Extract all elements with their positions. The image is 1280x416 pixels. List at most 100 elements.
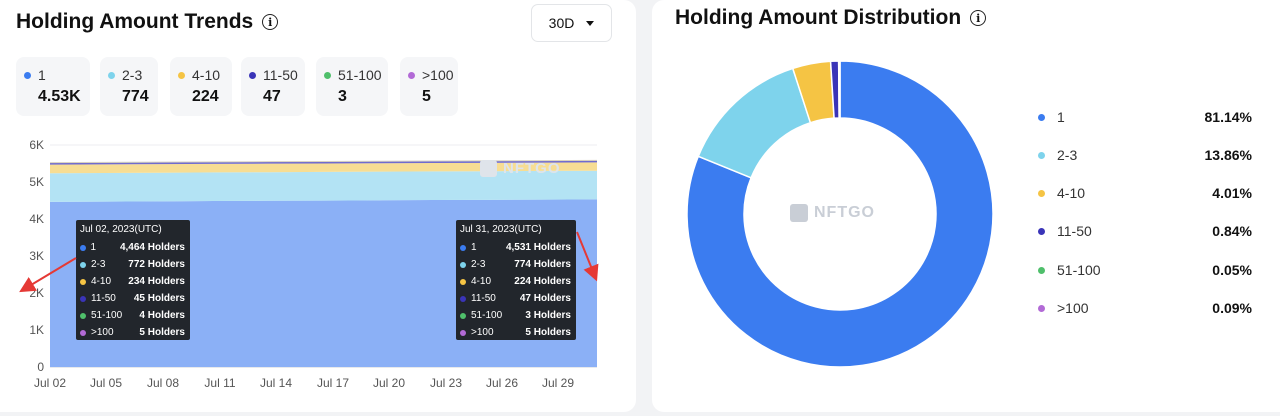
legend-item[interactable]: 2-3 13.86% xyxy=(1038,145,1252,165)
chip-over-100[interactable]: >100 5 xyxy=(400,57,458,116)
tooltip-date: Jul 31, 2023(UTC) xyxy=(460,224,542,235)
x-tick-label: Jul 20 xyxy=(373,376,405,390)
area-series-4-10 xyxy=(50,162,597,174)
chip-label: >100 xyxy=(422,67,454,83)
legend-item[interactable]: >100 0.09% xyxy=(1038,298,1252,318)
x-tick-label: Jul 14 xyxy=(260,376,292,390)
chip-51-100[interactable]: 51-100 3 xyxy=(316,57,388,116)
chip-4-10[interactable]: 4-10 224 xyxy=(170,57,232,116)
watermark-text: NFTGO xyxy=(814,204,875,221)
tooltip-label: 4-10 xyxy=(471,276,492,287)
trends-title-text: Holding Amount Trends xyxy=(16,10,254,33)
tooltip-label: 11-50 xyxy=(471,293,496,304)
chip-value: 47 xyxy=(263,88,281,105)
tooltip-row: 1 4,531 Holders xyxy=(460,239,571,256)
tooltip-label: 51-100 xyxy=(91,310,123,321)
tooltip-value: 5 Holders xyxy=(139,327,185,338)
tooltip-value: 5 Holders xyxy=(525,327,571,338)
chip-1[interactable]: 1 4.53K xyxy=(16,57,90,116)
tooltip-label: 1 xyxy=(90,242,97,253)
legend-dot xyxy=(1038,151,1045,159)
trends-title: Holding Amount Trends i xyxy=(16,10,279,34)
tooltip-jul-31: Jul 31, 2023(UTC) 1 4,531 Holders 2-3 774 Ho… xyxy=(456,220,576,340)
legend-item[interactable]: 51-100 0.05% xyxy=(1038,260,1252,280)
info-icon[interactable]: i xyxy=(262,14,279,30)
trends-watermark: NFTGO xyxy=(480,160,561,177)
chip-label: 11-50 xyxy=(263,67,298,83)
chip-value: 774 xyxy=(122,88,149,105)
tooltip-value: 772 Holders xyxy=(128,259,185,270)
chip-2-3[interactable]: 2-3 774 xyxy=(100,57,158,116)
legend-label: >100 xyxy=(1057,300,1089,316)
tooltip-label: 2-3 xyxy=(91,259,106,270)
chip-label: 1 xyxy=(38,67,46,83)
chip-label: 2-3 xyxy=(122,67,143,83)
legend-label: 1 xyxy=(1057,109,1065,125)
chip-value: 4.53K xyxy=(38,88,81,105)
chip-label: 51-100 xyxy=(338,67,382,83)
legend-value: 0.05% xyxy=(1212,262,1252,278)
tooltip-row: 1 4,464 Holders xyxy=(80,239,185,256)
legend-dot xyxy=(80,244,86,251)
range-select-value: 30D xyxy=(548,15,575,31)
legend-value: 0.84% xyxy=(1212,223,1252,239)
nftgo-logo-icon xyxy=(480,160,497,177)
x-tick-label: Jul 05 xyxy=(90,376,122,390)
tooltip-row: >100 5 Holders xyxy=(80,324,185,341)
legend-dot xyxy=(249,71,256,79)
tooltip-label: >100 xyxy=(91,327,114,338)
legend-dot xyxy=(460,261,466,268)
legend-dot xyxy=(24,71,31,79)
tooltip-label: 11-50 xyxy=(91,293,116,304)
tooltip-row: 11-50 47 Holders xyxy=(460,290,571,307)
legend-dot xyxy=(1038,189,1045,197)
chip-11-50[interactable]: 11-50 47 xyxy=(241,57,305,116)
area-series-11-50 xyxy=(50,160,597,165)
tooltip-row: 2-3 772 Holders xyxy=(80,256,185,273)
x-tick-label: Jul 26 xyxy=(486,376,518,390)
legend-item[interactable]: 4-10 4.01% xyxy=(1038,183,1252,203)
chevron-down-icon xyxy=(586,20,595,26)
legend-value: 0.09% xyxy=(1212,300,1252,316)
legend-label: 11-50 xyxy=(1057,223,1092,239)
donut-slice->100[interactable] xyxy=(838,60,841,119)
x-tick-label: Jul 17 xyxy=(317,376,349,390)
tooltip-value: 3 Holders xyxy=(525,310,571,321)
legend-dot xyxy=(460,244,466,251)
legend-item[interactable]: 1 81.14% xyxy=(1038,107,1252,127)
tooltip-row: >100 5 Holders xyxy=(460,324,571,341)
tooltip-label: 51-100 xyxy=(471,310,503,321)
tooltip-value: 45 Holders xyxy=(133,293,185,304)
donut-slice-1[interactable] xyxy=(686,60,994,368)
tooltip-jul-02: Jul 02, 2023(UTC) 1 4,464 Holders 2-3 772 Ho… xyxy=(76,220,190,340)
tooltip-row: 51-100 4 Holders xyxy=(80,307,185,324)
tooltip-date: Jul 02, 2023(UTC) xyxy=(80,224,162,235)
area-top-line xyxy=(49,159,598,164)
x-tick-label: Jul 29 xyxy=(542,376,574,390)
legend-item[interactable]: 11-50 0.84% xyxy=(1038,221,1252,241)
legend-label: 2-3 xyxy=(1057,147,1078,163)
donut-slice-2-3[interactable] xyxy=(697,67,812,179)
legend-dot xyxy=(1038,304,1045,312)
tooltip-value: 224 Holders xyxy=(514,276,571,287)
legend-dot xyxy=(80,295,86,302)
tooltip-label: 1 xyxy=(471,242,477,253)
legend-label: 4-10 xyxy=(1057,185,1086,201)
legend-dot xyxy=(460,329,466,336)
legend-label: 51-100 xyxy=(1057,262,1101,278)
legend-dot xyxy=(80,261,86,268)
nftgo-logo-icon xyxy=(790,204,808,222)
tooltip-row: 4-10 224 Holders xyxy=(460,273,571,290)
y-tick-label: 6K xyxy=(29,138,44,152)
info-icon[interactable]: i xyxy=(970,10,987,26)
legend-dot xyxy=(108,71,115,79)
tooltip-row: 2-3 774 Holders xyxy=(460,256,571,273)
legend-dot xyxy=(460,312,466,319)
legend-dot xyxy=(408,71,415,79)
range-select[interactable]: 30D xyxy=(531,4,612,42)
distribution-donut[interactable] xyxy=(686,60,998,372)
tooltip-row: 11-50 45 Holders xyxy=(80,290,185,307)
legend-dot xyxy=(1038,113,1045,121)
y-tick-label: 2K xyxy=(29,286,44,300)
legend-dot xyxy=(460,278,466,285)
